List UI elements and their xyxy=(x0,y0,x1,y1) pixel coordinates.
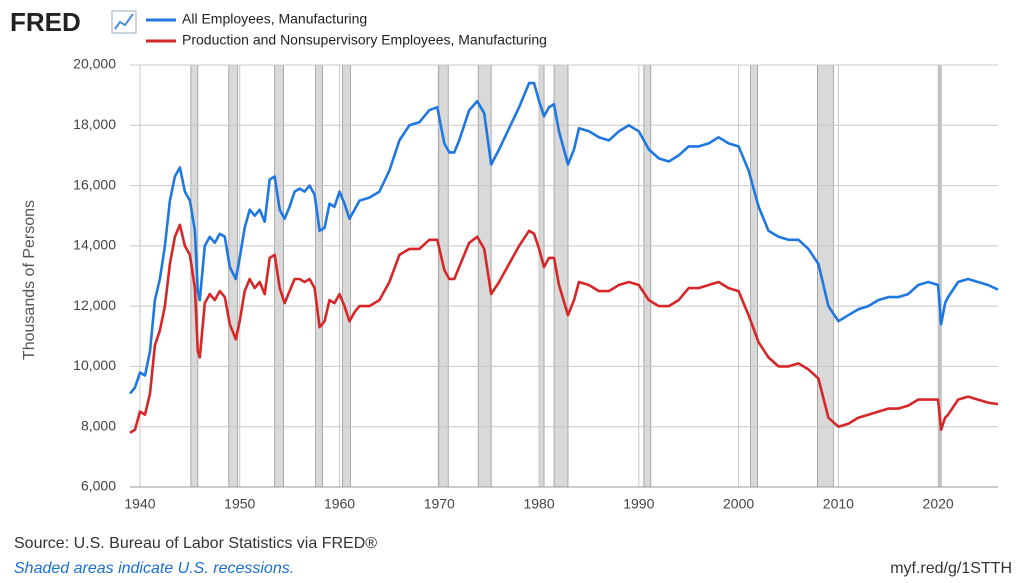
y-tick-label: 10,000 xyxy=(73,357,116,373)
y-tick-label: 8,000 xyxy=(81,417,116,433)
x-tick-label: 1980 xyxy=(523,496,554,512)
x-tick-label: 2020 xyxy=(923,496,954,512)
recession-band xyxy=(538,64,545,488)
x-tick-label: 1960 xyxy=(324,496,355,512)
y-tick-label: 18,000 xyxy=(73,116,116,132)
recession-band xyxy=(643,64,652,488)
logo: FRED xyxy=(10,7,81,37)
legend-label: All Employees, Manufacturing xyxy=(182,11,367,27)
logo-icon xyxy=(111,10,137,34)
series-line xyxy=(128,81,999,395)
x-tick-label: 2000 xyxy=(723,496,754,512)
recession-note: Shaded areas indicate U.S. recessions. xyxy=(14,560,294,577)
x-tick-label: 1970 xyxy=(424,496,455,512)
x-tick-label: 1990 xyxy=(623,496,654,512)
url: myf.red/g/1STTH xyxy=(890,560,1012,577)
x-tick-label: 1940 xyxy=(124,496,155,512)
y-tick-label: 12,000 xyxy=(73,297,116,313)
recession-band xyxy=(342,64,351,488)
recession-band xyxy=(817,64,834,488)
source: Source: U.S. Bureau of Labor Statistics … xyxy=(14,535,377,552)
y-tick-label: 16,000 xyxy=(73,176,116,192)
y-tick-label: 20,000 xyxy=(73,56,116,72)
x-tick-label: 1950 xyxy=(224,496,255,512)
x-tick-label: 2010 xyxy=(823,496,854,512)
recession-band xyxy=(750,64,758,488)
y-tick-label: 14,000 xyxy=(73,237,116,253)
y-tick-label: 6,000 xyxy=(81,478,116,494)
series-line xyxy=(129,223,999,434)
recession-band xyxy=(315,64,323,488)
y-axis-label: Thousands of Persons xyxy=(21,200,38,360)
legend-label: Production and Nonsupervisory Employees,… xyxy=(182,32,547,48)
